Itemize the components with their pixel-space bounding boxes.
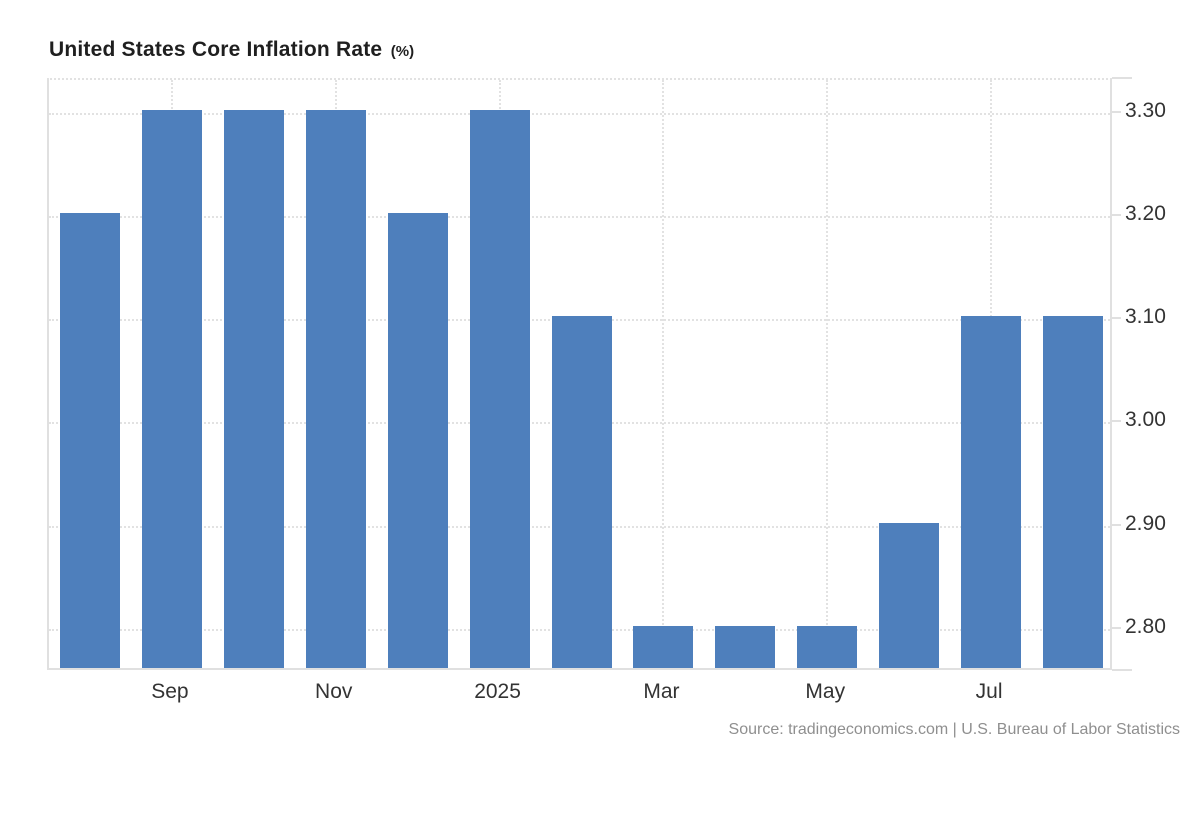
x-axis-label: 2025: [474, 680, 521, 703]
y-axis-label: 3.10: [1125, 305, 1166, 329]
bar[interactable]: [305, 110, 366, 668]
y-axis-label: 3.20: [1125, 202, 1166, 226]
y-axis-label: 3.00: [1125, 408, 1166, 432]
bar[interactable]: [551, 316, 612, 668]
bar[interactable]: [469, 110, 530, 668]
bar[interactable]: [961, 316, 1022, 668]
x-axis-label: Sep: [151, 680, 189, 703]
chart-title-unit: (%): [390, 43, 415, 60]
bar[interactable]: [387, 213, 448, 668]
y-axis-label: 2.80: [1125, 614, 1166, 638]
y-tick-mark: [1112, 523, 1121, 526]
x-axis-label: Jul: [975, 680, 1003, 703]
y-tick-mark: [1112, 420, 1121, 423]
chart-title: United States Core Inflation Rate (%): [49, 38, 414, 62]
plot-area: [47, 78, 1112, 670]
chart-title-text: United States Core Inflation Rate: [49, 38, 383, 61]
y-tick-mark: [1112, 317, 1121, 320]
bar[interactable]: [59, 213, 120, 668]
y-axis-label: 3.30: [1125, 99, 1166, 123]
bar[interactable]: [141, 110, 202, 668]
y-gridline: [49, 216, 1110, 219]
y-tick-mark: [1112, 214, 1121, 217]
x-axis-label: Nov: [315, 680, 353, 703]
x-axis-label: Mar: [643, 680, 680, 703]
y-tick-mark: [1112, 111, 1121, 114]
bar[interactable]: [223, 110, 284, 668]
axis-boundary-tick: [1112, 669, 1132, 671]
x-axis-label: May: [805, 680, 846, 703]
y-tick-mark: [1112, 626, 1121, 629]
x-gridline: [826, 80, 829, 668]
bar[interactable]: [633, 625, 694, 668]
axis-boundary-tick: [1112, 77, 1132, 79]
x-gridline: [662, 80, 665, 668]
bar[interactable]: [797, 625, 858, 668]
bar[interactable]: [1043, 316, 1104, 668]
bar[interactable]: [879, 522, 940, 668]
bar[interactable]: [715, 625, 776, 668]
source-attribution: Source: tradingeconomics.com | U.S. Bure…: [728, 721, 1180, 738]
y-axis-label: 2.90: [1125, 511, 1166, 535]
y-gridline: [49, 113, 1110, 116]
